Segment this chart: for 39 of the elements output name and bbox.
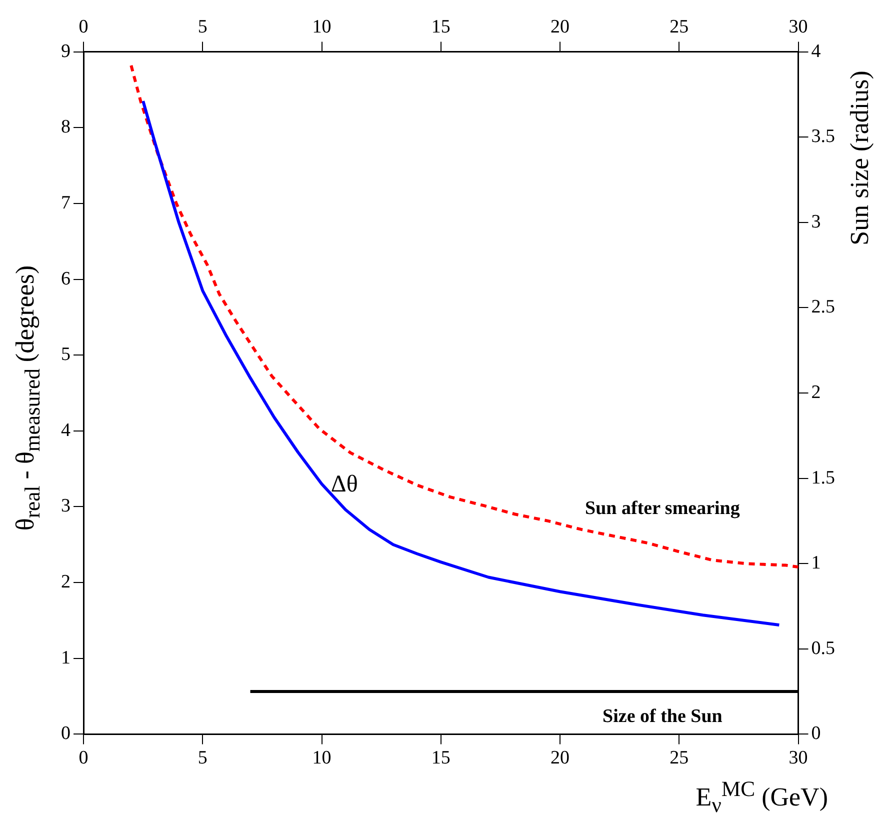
x-tick-label: 10 bbox=[312, 16, 332, 38]
series-label: Sun after smearing bbox=[585, 498, 740, 519]
x2-tick-label: 15 bbox=[431, 748, 450, 769]
x2-tick-label: 30 bbox=[788, 748, 808, 769]
y-tick-label: 7 bbox=[61, 192, 70, 214]
x-tick-label: 25 bbox=[670, 16, 689, 38]
x-tick-label: 20 bbox=[550, 16, 570, 38]
y-tick-label: 4 bbox=[61, 420, 71, 441]
y-tick-label: 5 bbox=[61, 344, 70, 366]
y2-tick-label: 0 bbox=[811, 723, 821, 744]
y-tick-label: 9 bbox=[61, 40, 70, 62]
x2-tick-label: 10 bbox=[312, 748, 332, 769]
x2-tick-label: 25 bbox=[670, 748, 689, 769]
y2-axis-title: Sun size (radius) bbox=[845, 70, 875, 246]
x-tick-label: 5 bbox=[198, 16, 208, 38]
y-tick-label: 0 bbox=[61, 723, 70, 744]
y-tick-label: 6 bbox=[61, 268, 70, 290]
line-series bbox=[130, 64, 798, 569]
x-tick-label: 0 bbox=[78, 16, 88, 38]
series-label: Δθ bbox=[330, 471, 358, 498]
x-tick-label: 30 bbox=[788, 16, 808, 38]
y2-tick-label: 3 bbox=[811, 211, 821, 232]
y2-tick-label: 1.5 bbox=[811, 467, 835, 488]
x2-tick-label: 20 bbox=[550, 748, 570, 769]
x-axis-title: E$_{ν}$$^{MC}$ (GeV) bbox=[696, 777, 828, 818]
x-tick-label: 15 bbox=[431, 16, 450, 38]
y2-tick-label: 0.5 bbox=[811, 638, 835, 659]
y2-tick-label: 2 bbox=[811, 382, 821, 403]
y2-tick-label: 4 bbox=[811, 40, 822, 62]
x2-tick-label: 0 bbox=[78, 748, 88, 769]
y-tick-label: 3 bbox=[61, 496, 70, 517]
x2-tick-label: 5 bbox=[198, 748, 208, 769]
y-tick-label: 1 bbox=[61, 647, 70, 668]
y-tick-label: 2 bbox=[61, 572, 70, 593]
series-label: Size of the Sun bbox=[602, 706, 723, 728]
y2-tick-label: 1 bbox=[811, 552, 821, 574]
y2-tick-label: 2.5 bbox=[811, 296, 835, 318]
y2-tick-label: 3.5 bbox=[811, 126, 835, 148]
y-tick-label: 8 bbox=[61, 116, 70, 138]
